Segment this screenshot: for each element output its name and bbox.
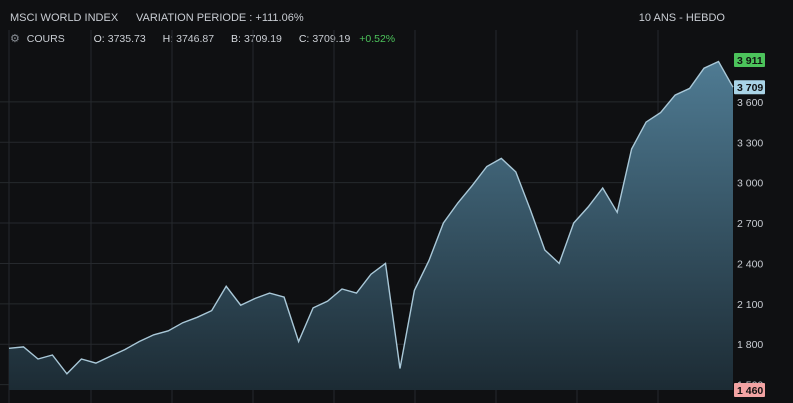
close-key: C: [298,32,310,45]
price-badges: 3 911 3 709 1 460 [734,53,765,397]
y-tick-label: 2 700 [737,218,763,230]
high-key: H: [162,32,174,45]
y-tick-label: 2 100 [737,299,763,311]
low-key: B: [231,32,241,45]
last-price-badge: 3 709 [734,80,765,95]
open-key: O: [93,32,105,45]
y-tick-label: 3 600 [737,97,763,109]
chart-title: MSCI WORLD INDEX [10,12,119,24]
y-tick-label: 3 000 [737,178,763,190]
svg-text:1 460: 1 460 [737,385,763,397]
high-value: 3746.87 [176,32,215,45]
y-tick-label: 2 400 [737,258,763,270]
close-value: 3709.19 [312,32,351,45]
chart-header: MSCI WORLD INDEX VARIATION PERIODE : +11… [0,0,793,28]
gear-icon[interactable]: ⚙ [10,33,20,45]
y-tick-label: 3 300 [737,137,763,149]
change-value: +0.52% [359,32,396,45]
svg-text:3 709: 3 709 [737,82,763,94]
high-price-badge: 3 911 [734,53,765,67]
series-name: COURS [26,32,65,45]
period-selector[interactable]: 10 ANS - HEBDO [638,12,725,24]
open-value: 3735.73 [107,32,146,45]
svg-text:3 911: 3 911 [737,55,763,67]
price-area [9,61,733,390]
price-line [8,60,734,375]
variation-text: VARIATION PERIODE : +111.06% [136,12,304,24]
y-tick-label: 1 800 [737,339,763,351]
low-price-badge: 1 460 [734,383,765,397]
